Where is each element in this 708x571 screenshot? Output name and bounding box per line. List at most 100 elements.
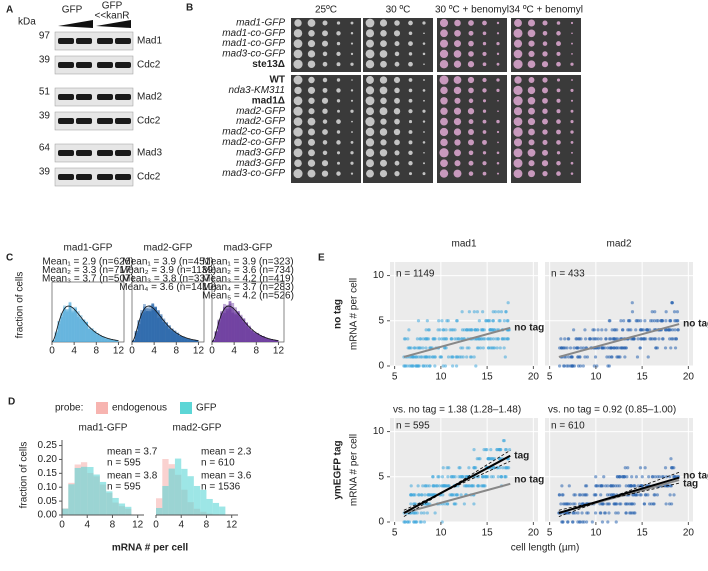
hist-bar xyxy=(261,336,265,342)
point xyxy=(442,337,447,341)
hist-bar xyxy=(101,336,105,342)
strain-label: mad2-co-GFP xyxy=(222,127,285,138)
hist-bar xyxy=(132,340,135,342)
point xyxy=(576,520,580,524)
point xyxy=(584,520,589,524)
point xyxy=(599,493,603,497)
point xyxy=(476,337,480,341)
y-tick-label: 0.25 xyxy=(38,440,58,451)
point xyxy=(571,520,575,524)
hist-bar xyxy=(99,335,102,342)
point xyxy=(462,502,466,506)
point xyxy=(421,346,425,350)
hist-bar xyxy=(195,340,199,342)
hist-bar xyxy=(223,313,226,342)
colony xyxy=(423,99,425,102)
hist-bar xyxy=(156,310,160,342)
hist-bar xyxy=(90,328,94,342)
colony xyxy=(321,160,329,167)
hist-bar xyxy=(179,335,182,342)
hist-bar xyxy=(173,333,177,342)
colony xyxy=(307,138,316,146)
point xyxy=(638,346,642,350)
plot-title: mad1-GFP xyxy=(64,243,113,254)
point xyxy=(616,511,620,515)
mean-label: Mean₃ = 3.7 (n=507) xyxy=(42,274,134,285)
colony xyxy=(321,97,329,104)
n-label: n = 1149 xyxy=(396,269,435,280)
point xyxy=(441,328,446,332)
point xyxy=(591,328,595,332)
x-tick-label: 20 xyxy=(528,528,540,539)
strain-label: mad3-GFP xyxy=(236,158,285,169)
colony xyxy=(454,40,461,48)
hist-bar xyxy=(132,340,135,342)
hist-bar xyxy=(170,328,174,342)
hist-bar xyxy=(225,311,229,342)
hist-bar xyxy=(195,340,199,342)
point xyxy=(444,346,448,350)
point xyxy=(502,346,506,350)
colony xyxy=(454,29,461,37)
panel-label: E xyxy=(318,253,325,264)
point xyxy=(428,364,432,368)
point xyxy=(614,511,618,515)
hist-bar xyxy=(118,503,126,515)
mean-label: mean = 3.7 xyxy=(107,447,158,458)
x-tick-label: 15 xyxy=(637,528,649,539)
point xyxy=(573,502,577,506)
hist-bar xyxy=(223,303,226,342)
hist-bar xyxy=(242,322,246,342)
colony xyxy=(423,152,425,154)
point xyxy=(664,310,668,314)
colony xyxy=(528,40,535,47)
hist-bar xyxy=(168,328,171,342)
colony xyxy=(394,150,400,156)
colony xyxy=(528,170,535,178)
colony xyxy=(408,31,413,36)
point xyxy=(594,475,598,479)
point xyxy=(414,364,418,368)
point xyxy=(431,337,435,341)
colony xyxy=(308,97,315,104)
colony xyxy=(496,130,500,134)
colony xyxy=(439,169,449,178)
point xyxy=(462,328,467,332)
hist-bar xyxy=(236,315,240,342)
colony xyxy=(454,160,461,167)
point xyxy=(649,337,653,341)
colony xyxy=(542,30,548,36)
point xyxy=(664,502,668,506)
point xyxy=(567,355,571,359)
hist-bar xyxy=(140,313,144,342)
colony xyxy=(394,97,400,104)
hist-bar xyxy=(256,333,260,342)
hist-bar xyxy=(236,311,240,342)
colony xyxy=(393,128,401,136)
colony xyxy=(556,61,561,67)
hist-bar xyxy=(176,333,180,342)
colony xyxy=(453,86,462,95)
point xyxy=(583,355,587,359)
point xyxy=(457,337,461,341)
point xyxy=(484,319,488,323)
point xyxy=(669,337,674,341)
hist-bar xyxy=(228,307,232,342)
colony xyxy=(365,59,375,69)
colony xyxy=(496,119,500,124)
colony xyxy=(513,59,523,69)
colony xyxy=(380,60,387,68)
colony xyxy=(394,41,400,47)
colony xyxy=(408,130,413,134)
colony xyxy=(468,150,474,156)
n-label: n = 433 xyxy=(551,269,585,280)
point xyxy=(669,457,673,461)
point xyxy=(624,511,628,515)
hist-bar xyxy=(162,318,166,342)
x-tick-label: 0 xyxy=(209,346,215,357)
point xyxy=(463,475,467,479)
hist-bar xyxy=(234,309,237,342)
hist-bar xyxy=(214,333,218,342)
hist-bar xyxy=(93,331,97,342)
hist-bar xyxy=(65,309,69,342)
